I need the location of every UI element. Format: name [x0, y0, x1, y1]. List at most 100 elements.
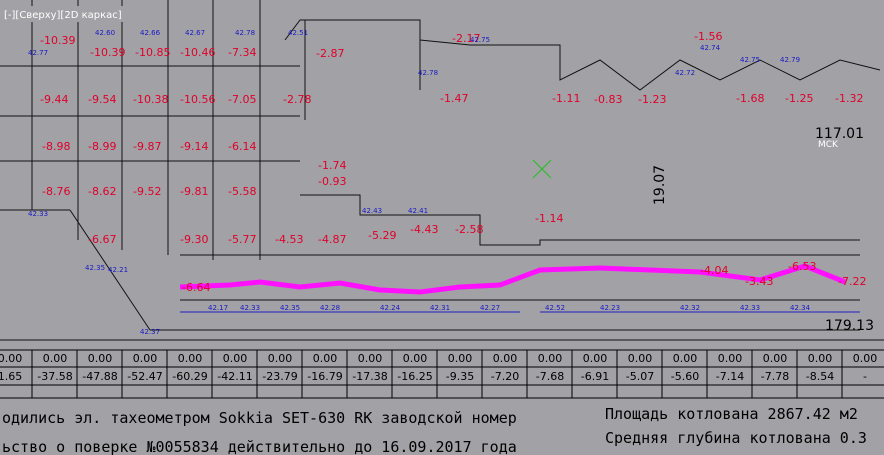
table-cell: -8.54	[806, 370, 834, 383]
table-cell: 0.00	[223, 352, 248, 365]
spot-elevation: 42.72	[675, 69, 695, 77]
spot-elevation: 42.75	[740, 56, 760, 64]
cell-value: -7.05	[228, 93, 256, 106]
cell-value: -1.68	[736, 92, 764, 105]
table-cell: -16.79	[307, 370, 342, 383]
table-cell: -16.25	[397, 370, 432, 383]
spot-elevation: 42.60	[95, 29, 115, 37]
table-cell: 0.00	[718, 352, 743, 365]
cell-value: -2.87	[316, 47, 344, 60]
cell-value: -10.46	[180, 46, 215, 59]
spot-elevation: 42.37	[140, 328, 160, 336]
table-cell: 0.00	[853, 352, 878, 365]
cell-value: -8.99	[88, 140, 116, 153]
ucs-mark	[532, 159, 552, 179]
viewport-label-bg	[0, 6, 140, 22]
cell-value: -10.85	[135, 46, 170, 59]
table-cell: -42.11	[217, 370, 252, 383]
spot-elevation: 42.78	[235, 29, 255, 37]
cell-value: -2.17	[452, 32, 480, 45]
spot-elevation: 42.77	[28, 49, 48, 57]
table-cell: 0.00	[0, 352, 22, 365]
cell-value: -1.47	[440, 92, 468, 105]
cell-value: -5.77	[228, 233, 256, 246]
table-cell: 0.00	[313, 352, 338, 365]
table-cell: -6.91	[581, 370, 609, 383]
table-cell: 0.00	[43, 352, 68, 365]
cell-value: -1.25	[785, 92, 813, 105]
table-cell: -	[863, 370, 867, 383]
table-cell: 0.00	[763, 352, 788, 365]
spot-elevation: 42.41	[408, 207, 428, 215]
cell-value: -7.34	[228, 46, 256, 59]
cell-value: -0.93	[318, 175, 346, 188]
table-cell: -9.35	[446, 370, 474, 383]
cell-value: -4.04	[700, 264, 728, 277]
cell-value: -4.53	[275, 233, 303, 246]
table-cell: 0.00	[673, 352, 698, 365]
spot-elevation: 42.33	[740, 304, 760, 312]
cell-value: -1.32	[835, 92, 863, 105]
spot-elevation: 42.24	[380, 304, 401, 312]
dimension: 117.01	[815, 126, 864, 142]
table-cell: -60.29	[172, 370, 207, 383]
table-cell: 0.00	[133, 352, 158, 365]
cell-value: -6.53	[788, 260, 816, 273]
spot-elevation: 42.33	[28, 210, 48, 218]
cell-value: -9.87	[133, 140, 161, 153]
cell-value: -5.29	[368, 229, 396, 242]
table-cell: -17.38	[352, 370, 387, 383]
cell-value: -9.52	[133, 185, 161, 198]
note: ьство о поверке №0055834 действительно д…	[2, 438, 517, 455]
viewport-label[interactable]: [-][Сверху][2D каркас]	[4, 10, 122, 21]
table-cell: 0.00	[268, 352, 293, 365]
table-cell: 0.00	[448, 352, 473, 365]
cell-value: -9.54	[88, 93, 116, 106]
spot-elevation: 42.31	[430, 304, 450, 312]
table-cell: 0.00	[583, 352, 608, 365]
cell-value: -9.14	[180, 140, 208, 153]
cell-value: -8.76	[42, 185, 70, 198]
table-cell: -52.47	[127, 370, 162, 383]
cell-value: -1.56	[694, 30, 722, 43]
table-cell: -7.20	[491, 370, 519, 383]
table-cell: -7.78	[761, 370, 789, 383]
spot-elevation: 42.66	[140, 29, 161, 37]
spot-elevation: 42.35	[85, 264, 105, 272]
spot-elevation: 42.51	[288, 29, 308, 37]
cell-value: -6.14	[228, 140, 256, 153]
spot-elevation: 42.32	[680, 304, 700, 312]
dimension: 179.13	[825, 318, 874, 334]
table-cell: 0.00	[358, 352, 383, 365]
spot-elevation: 42.79	[780, 56, 800, 64]
cell-value: -1.14	[535, 212, 563, 225]
cell-value: -3.43	[745, 275, 773, 288]
spot-elevation: 42.34	[790, 304, 811, 312]
cell-value: -10.56	[180, 93, 215, 106]
spot-elevation: 42.78	[418, 69, 438, 77]
cell-value: -7.22	[838, 275, 866, 288]
cell-value: -5.58	[228, 185, 256, 198]
cell-value: -2.58	[455, 223, 483, 236]
cell-value: -6.67	[88, 233, 116, 246]
spot-elevation: 42.23	[600, 304, 620, 312]
table-cell: 0.00	[403, 352, 428, 365]
table-cell: -37.58	[37, 370, 72, 383]
table-cell: 0.00	[628, 352, 653, 365]
spot-elevation: 42.27	[480, 304, 500, 312]
table-cell: -23.79	[262, 370, 297, 383]
contour-line	[179, 263, 846, 295]
cell-value: -8.98	[42, 140, 70, 153]
cell-value: -10.39	[40, 34, 75, 47]
view-cube-label: MCK	[818, 140, 839, 150]
table-cell: -47.88	[82, 370, 117, 383]
cell-value: -9.30	[180, 233, 208, 246]
cell-value: -2.78	[283, 93, 311, 106]
cell-value: -10.39	[90, 46, 125, 59]
table-cell: 1.65	[0, 370, 22, 383]
cell-value: -0.83	[594, 93, 622, 106]
spot-elevation: 42.43	[362, 207, 382, 215]
cell-value: -8.62	[88, 185, 116, 198]
spot-elevation: 42.28	[320, 304, 340, 312]
